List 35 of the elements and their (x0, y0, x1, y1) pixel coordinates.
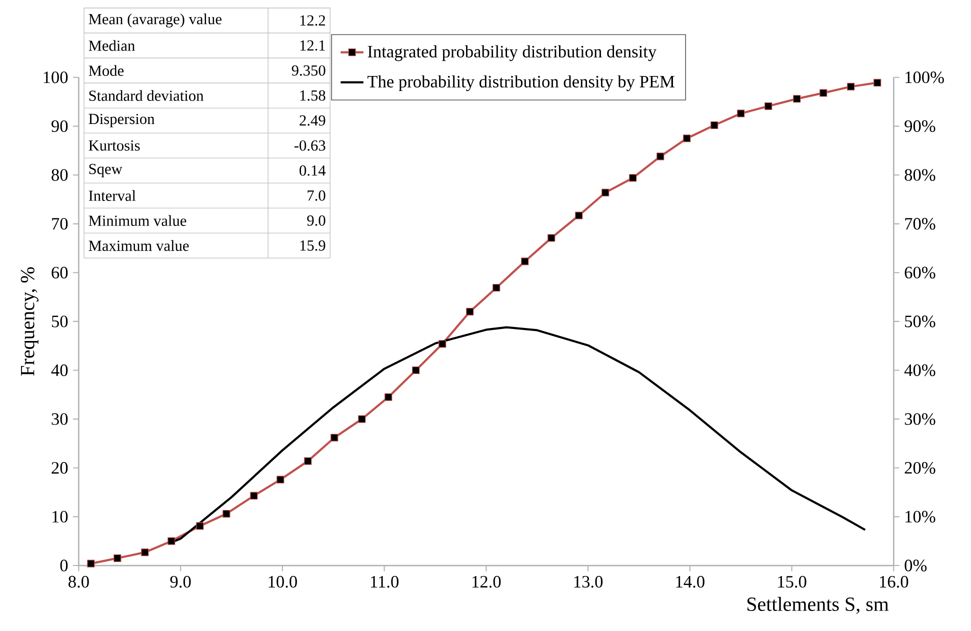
y2-tick-label: 40% (904, 364, 936, 376)
y2-tick-label: 20% (904, 462, 936, 474)
y-tick-label: 60 (52, 266, 68, 279)
y2-tick-label: 10% (906, 510, 936, 523)
x-tick-label: 12.0 (472, 576, 501, 588)
x-tick-label: 14.0 (676, 576, 704, 588)
x-tick-label: 10.0 (268, 576, 297, 588)
x-axis-title: Settlements S, sm (747, 596, 889, 614)
x-tick-label: 13.0 (574, 576, 603, 588)
y2-tick-label: 80% (904, 169, 936, 181)
x-tick-label: 9.0 (170, 576, 191, 588)
y-axis-title: Frequency, % (20, 267, 38, 376)
y-tick-label: 0 (60, 560, 68, 572)
x-tick-label: 11.0 (370, 576, 398, 588)
y-tick-label: 100 (44, 72, 68, 84)
x-tick-label: 15.0 (778, 576, 806, 588)
legend-label: The probability distribution density by PEM (367, 75, 674, 92)
x-tick-label: 16.0 (880, 576, 908, 588)
y2-tick-label: 0% (904, 560, 927, 572)
y-tick-label: 50 (52, 316, 68, 328)
y-tick-label: 90 (52, 120, 68, 132)
y-tick-label: 70 (52, 218, 68, 230)
y-tick-label: 30 (52, 413, 68, 425)
y2-tick-label: 50% (905, 316, 936, 328)
y-tick-label: 20 (52, 462, 68, 474)
y2-tick-label: 30% (904, 413, 936, 426)
y2-tick-label: 60% (904, 266, 936, 279)
y-tick-label: 80 (52, 169, 68, 181)
y2-tick-label: 100% (906, 72, 944, 84)
legend-label: Intagrated probability distribution density (368, 45, 657, 62)
y-tick-label: 10 (52, 510, 68, 523)
y2-tick-label: 90% (904, 120, 936, 132)
y-tick-label: 40 (51, 364, 68, 376)
y2-tick-label: 70% (905, 218, 936, 230)
x-tick-label: 8.0 (68, 576, 89, 588)
